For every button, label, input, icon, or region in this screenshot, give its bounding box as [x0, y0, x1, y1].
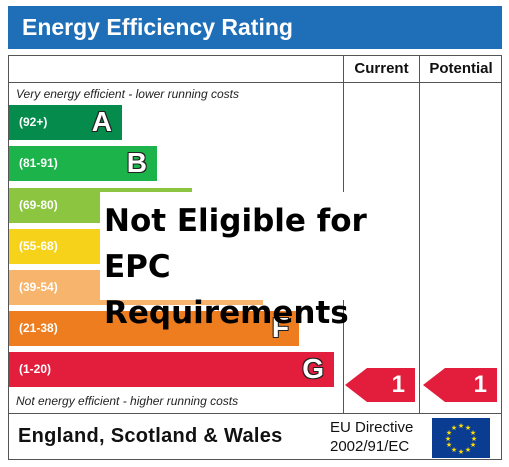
title-bar: Energy Efficiency Rating: [8, 6, 502, 49]
band-letter: F: [271, 312, 289, 343]
band-range-label: (92+): [19, 115, 48, 129]
svg-text:★: ★: [451, 446, 457, 454]
potential-column-divider: [419, 55, 420, 413]
band-range-label: (55-68): [19, 239, 58, 253]
band-letter: A: [91, 106, 112, 137]
svg-text:★: ★: [470, 429, 476, 437]
band-a: (92+) A: [9, 105, 122, 140]
region-label: England, Scotland & Wales: [18, 425, 283, 447]
band-range-label: (81-91): [19, 156, 58, 170]
potential-rating-value: 1: [473, 371, 487, 398]
bottom-efficiency-note: Not energy efficient - higher running co…: [16, 394, 239, 408]
band-range-label: (1-20): [19, 362, 52, 376]
band-range-label: (21-38): [19, 321, 58, 335]
rating-frame: [8, 55, 502, 460]
directive-line-2: 2002/91/EC: [330, 438, 410, 455]
svg-text:★: ★: [471, 435, 477, 443]
svg-text:★: ★: [446, 441, 452, 449]
svg-text:★: ★: [458, 448, 464, 456]
svg-text:★: ★: [446, 429, 452, 437]
current-column-header: Current: [354, 60, 409, 77]
band-letter: B: [126, 147, 147, 178]
not-eligible-overlay: Not Eligible for EPC Requirements: [100, 192, 400, 331]
footer-divider: [8, 413, 502, 414]
top-efficiency-note: Very energy efficient - lower running co…: [16, 87, 239, 101]
svg-text:★: ★: [451, 424, 457, 432]
svg-text:★: ★: [458, 422, 464, 430]
band-range-label: (39-54): [19, 280, 58, 294]
band-letter: G: [302, 353, 324, 384]
current-rating-value: 1: [391, 371, 405, 398]
band-b: (81-91) B: [9, 146, 157, 181]
header-divider: [8, 82, 502, 83]
directive-line-1: EU Directive: [330, 419, 414, 436]
eu-flag-icon: ★ ★ ★ ★ ★ ★ ★ ★ ★ ★ ★ ★: [432, 418, 490, 458]
potential-column-header: Potential: [429, 60, 493, 77]
svg-text:★: ★: [465, 446, 471, 454]
overlay-line-1: Not Eligible for EPC: [104, 203, 367, 285]
svg-text:★: ★: [465, 424, 471, 432]
band-f: (21-38) F: [9, 311, 299, 346]
band-g: (1-20) G: [9, 352, 334, 387]
svg-text:★: ★: [470, 441, 476, 449]
overlay-line-2: Requirements: [104, 295, 349, 331]
svg-text:★: ★: [445, 435, 451, 443]
chart-title: Energy Efficiency Rating: [22, 14, 293, 40]
band-range-label: (69-80): [19, 198, 58, 212]
eu-directive: EU Directive 2002/91/EC: [330, 418, 413, 456]
